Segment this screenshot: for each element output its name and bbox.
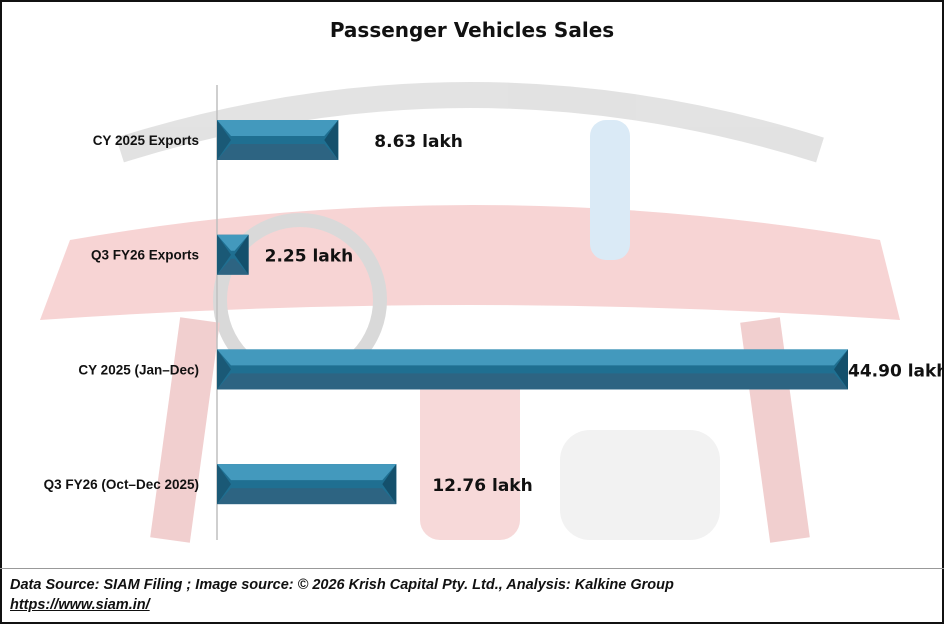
footer: Data Source: SIAM Filing ; Image source:… [0, 568, 944, 621]
bar [217, 464, 397, 505]
category-label: CY 2025 (Jan–Dec) [78, 362, 199, 377]
bar [217, 120, 339, 160]
data-label: 44.90 lakh [848, 361, 944, 381]
category-label: Q3 FY26 Exports [91, 248, 199, 263]
category-label: Q3 FY26 (Oct–Dec 2025) [44, 477, 199, 492]
chart-title: Passenger Vehicles Sales [329, 18, 615, 42]
data-label: 2.25 lakh [265, 247, 354, 267]
bar [217, 349, 848, 390]
data-label: 8.63 lakh [374, 132, 463, 152]
source-note: Data Source: SIAM Filing ; Image source:… [10, 577, 674, 593]
category-label: CY 2025 Exports [93, 133, 199, 148]
bar [217, 234, 249, 275]
background-car-illustration [40, 82, 900, 543]
data-label: 12.76 lakh [432, 476, 532, 496]
chart-area: CY 2025 Exports 8.63 lakh Q3 FY26 Exports 2… [40, 82, 944, 543]
source-link[interactable]: https://www.siam.in/ [10, 597, 150, 613]
